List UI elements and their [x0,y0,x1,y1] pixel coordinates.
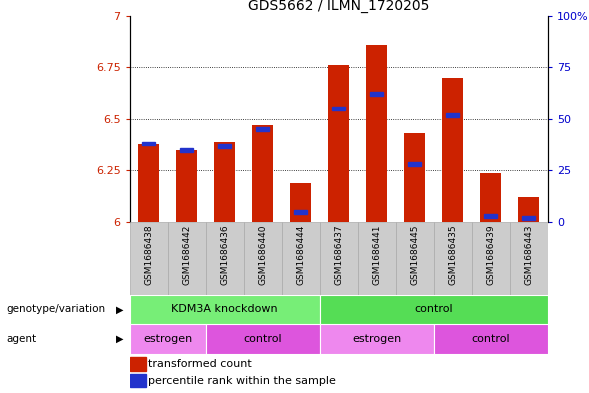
Bar [404,133,425,222]
Bar [332,107,345,110]
Bar [168,222,206,295]
Bar [480,173,501,222]
Bar [472,222,509,295]
Bar [434,324,548,354]
Text: GSM1686442: GSM1686442 [182,224,191,285]
Bar [366,44,387,222]
Bar [130,357,146,371]
Text: estrogen: estrogen [143,334,192,344]
Text: control: control [415,305,453,314]
Text: percentile rank within the sample: percentile rank within the sample [148,376,336,386]
Bar [509,222,548,295]
Text: GSM1686437: GSM1686437 [334,224,343,285]
Bar [518,197,539,222]
Text: KDM3A knockdown: KDM3A knockdown [171,305,278,314]
Bar [442,78,463,222]
Bar [370,92,383,96]
Text: GSM1686435: GSM1686435 [448,224,457,285]
Bar [180,148,193,152]
Bar [138,144,159,222]
Text: GSM1686445: GSM1686445 [410,224,419,285]
Bar [396,222,434,295]
Text: GSM1686440: GSM1686440 [258,224,267,285]
Bar [522,216,535,220]
Text: agent: agent [6,334,36,344]
Bar [214,141,235,222]
Text: GSM1686436: GSM1686436 [220,224,229,285]
Bar [328,65,349,222]
Bar [282,222,320,295]
Bar [320,324,434,354]
Bar [206,324,320,354]
Bar [252,125,273,222]
Bar [176,150,197,222]
Bar [130,295,320,324]
Bar [320,295,548,324]
Bar [484,214,497,218]
Text: GSM1686439: GSM1686439 [487,224,495,285]
Text: control: control [471,334,510,344]
Bar [130,374,146,387]
Text: control: control [243,334,282,344]
Bar [446,113,459,117]
Text: ▶: ▶ [116,334,124,344]
Bar [130,324,206,354]
Bar [320,222,358,295]
Bar [142,142,155,145]
Bar [130,222,168,295]
Bar [206,222,244,295]
Bar [244,222,282,295]
Title: GDS5662 / ILMN_1720205: GDS5662 / ILMN_1720205 [248,0,429,13]
Text: GSM1686441: GSM1686441 [372,224,381,285]
Bar [358,222,396,295]
Text: ▶: ▶ [116,305,124,314]
Text: GSM1686444: GSM1686444 [296,224,305,285]
Bar [256,127,269,131]
Text: transformed count: transformed count [148,358,252,369]
Text: estrogen: estrogen [352,334,401,344]
Bar [294,210,307,213]
Bar [408,162,421,166]
Text: GSM1686438: GSM1686438 [144,224,153,285]
Bar [218,144,231,147]
Text: GSM1686443: GSM1686443 [524,224,533,285]
Text: genotype/variation: genotype/variation [6,305,105,314]
Bar [290,183,311,222]
Bar [434,222,472,295]
